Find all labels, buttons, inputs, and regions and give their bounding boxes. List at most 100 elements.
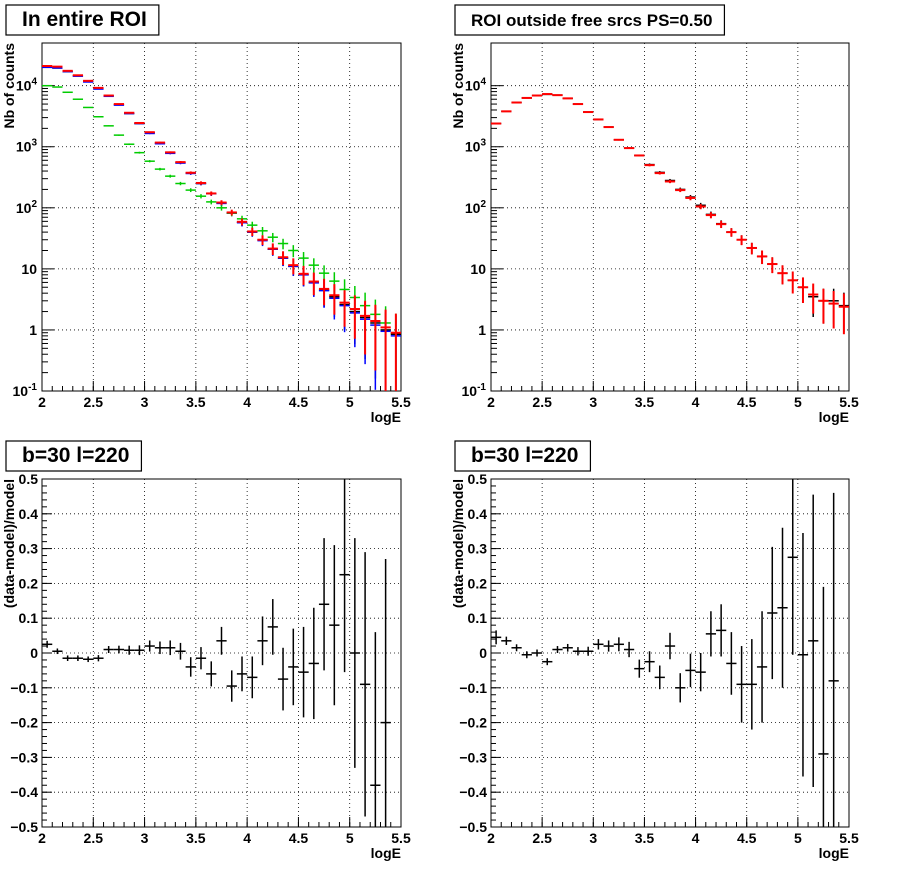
data-point — [113, 645, 125, 654]
data-point — [511, 644, 522, 652]
data-point — [206, 199, 217, 205]
data-point — [247, 227, 258, 236]
data-point — [134, 645, 145, 656]
x-tick-label: 2 — [38, 830, 46, 846]
y-tick-label: 0.3 — [19, 541, 39, 557]
data-point — [195, 647, 207, 670]
data-point — [93, 115, 104, 118]
data-point — [329, 284, 340, 315]
x-tick-label: 2.5 — [84, 394, 104, 410]
data-point — [154, 641, 166, 655]
data-point — [767, 546, 778, 680]
data-point — [675, 673, 686, 703]
data-point — [83, 106, 94, 109]
series-1 — [491, 479, 839, 827]
data-point — [777, 265, 788, 285]
y-tick-label: 102 — [465, 199, 487, 216]
data-point — [52, 65, 63, 68]
series-4 — [42, 65, 401, 391]
x-tick-label: 2.5 — [532, 830, 552, 846]
y-tick-label: −0.3 — [10, 749, 38, 765]
data-point — [124, 111, 135, 114]
data-point — [103, 94, 114, 97]
x-tick-label: 5.5 — [391, 394, 411, 410]
y-tick-label: −0.3 — [459, 749, 487, 765]
x-tick-label: 5 — [346, 394, 354, 410]
data-point — [787, 479, 798, 655]
data-point — [634, 154, 645, 157]
x-tick-label: 5.5 — [839, 394, 859, 410]
data-point — [318, 278, 330, 306]
data-point — [359, 300, 371, 355]
y-tick-label: 0.1 — [19, 610, 39, 626]
data-point — [593, 118, 604, 121]
data-point — [675, 188, 686, 193]
data-point — [818, 586, 829, 827]
x-tick-label: 4 — [243, 394, 251, 410]
x-tick-label: 5 — [346, 830, 354, 846]
data-point — [185, 171, 196, 175]
y-tick-label: 10 — [470, 261, 486, 277]
y-tick-label: 0.1 — [468, 610, 488, 626]
x-tick-label: 5 — [794, 394, 802, 410]
data-point — [247, 656, 258, 699]
y-tick-label: 0 — [30, 645, 38, 661]
x-tick-label: 3.5 — [635, 830, 655, 846]
data-point — [113, 134, 125, 136]
data-point — [185, 188, 196, 193]
data-point — [623, 147, 635, 150]
y-tick-label: 1 — [478, 322, 486, 338]
data-point — [644, 163, 655, 167]
data-point — [491, 630, 502, 645]
data-point — [329, 545, 340, 706]
data-point — [695, 653, 706, 692]
x-tick-label: 3 — [141, 394, 149, 410]
data-point — [103, 125, 114, 127]
series-1 — [42, 479, 391, 827]
data-point — [664, 179, 676, 184]
data-point — [746, 639, 757, 730]
x-tick-label: 4.5 — [289, 394, 309, 410]
data-point — [542, 93, 553, 96]
y-axis-label: Nb of counts — [1, 43, 17, 129]
data-point — [756, 611, 768, 723]
y-tick-label: 0.5 — [468, 471, 488, 487]
data-point — [298, 252, 309, 267]
data-point — [736, 646, 747, 723]
data-point — [644, 651, 655, 673]
y-tick-label: 10-1 — [462, 382, 487, 399]
title-box — [5, 440, 143, 472]
data-point — [288, 258, 299, 275]
data-point — [42, 640, 53, 648]
data-point — [308, 272, 319, 296]
data-point — [185, 657, 196, 677]
data-point — [144, 640, 155, 652]
data-point — [267, 232, 278, 243]
data-point — [613, 138, 624, 141]
data-point — [349, 538, 360, 768]
data-point — [72, 98, 84, 100]
x-tick-label: 3 — [589, 394, 597, 410]
data-point — [572, 103, 584, 106]
data-point — [370, 632, 381, 827]
y-tick-label: 104 — [465, 77, 487, 94]
data-point — [206, 661, 217, 687]
data-point — [726, 632, 737, 695]
data-point — [206, 191, 217, 196]
data-point — [664, 632, 676, 660]
data-point — [83, 656, 94, 663]
plot-frame — [490, 42, 850, 392]
x-tick-label: 2.5 — [84, 830, 104, 846]
data-point — [236, 656, 248, 692]
data-point — [491, 122, 502, 125]
data-point — [277, 251, 289, 266]
data-point — [216, 205, 227, 211]
data-point — [42, 65, 53, 68]
data-point — [134, 121, 145, 124]
data-point — [144, 160, 155, 163]
data-point — [593, 639, 604, 650]
y-tick-label: 0.4 — [19, 506, 39, 522]
data-point — [603, 126, 614, 129]
data-point — [390, 313, 401, 391]
